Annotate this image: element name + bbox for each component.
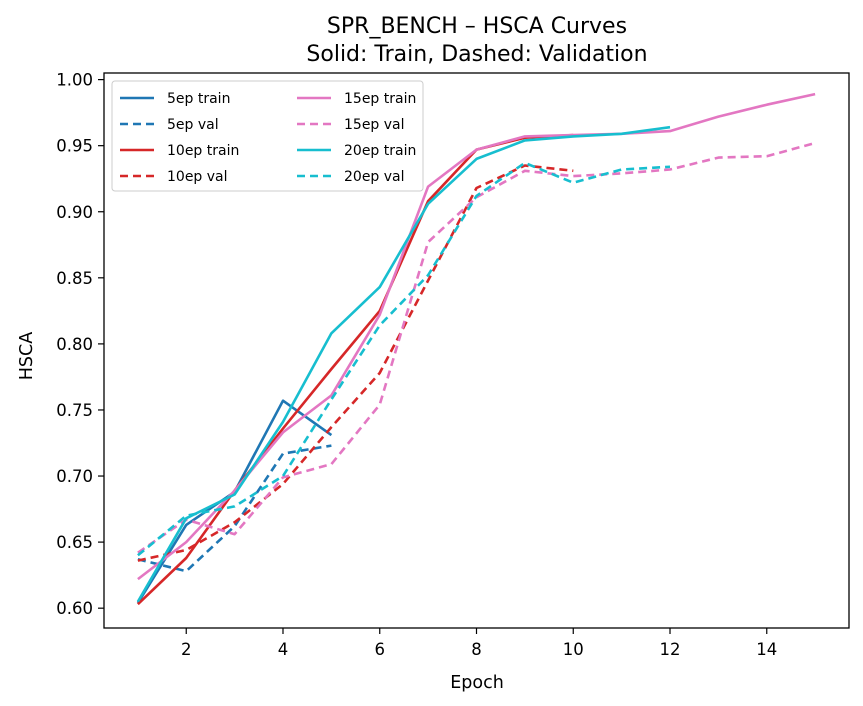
y-tick-label: 0.75 (56, 401, 93, 420)
series-line-3 (137, 164, 574, 562)
y-tick-label: 0.85 (56, 269, 93, 288)
x-tick-label: 8 (471, 640, 482, 659)
legend-frame (111, 80, 424, 192)
legend-entry-label: 15ep val (344, 117, 405, 133)
legend: 5ep train 5ep val 10ep train 10ep val 15ep t… (111, 80, 424, 192)
legend-entry-label: 15ep train (344, 91, 416, 107)
series-line-7 (137, 161, 671, 557)
x-tick-label: 6 (374, 640, 385, 659)
x-axis-label: Epoch (450, 673, 504, 693)
plot-area: 2 4 6 8 10 12 14 0.60 0.65 0.70 0.75 0.80 0.85 0.90 0.… (56, 71, 850, 659)
series-line-1 (137, 444, 332, 573)
x-tick-label: 12 (660, 640, 681, 659)
x-tick-label: 4 (278, 640, 289, 659)
series-line-6 (136, 125, 671, 603)
chart-title: SPR_BENCH – HSCA Curves (327, 14, 627, 39)
y-tick-label: 0.65 (56, 533, 93, 552)
legend-entry-label: 20ep val (344, 169, 405, 185)
x-tick-label: 2 (181, 640, 192, 659)
y-tick-label: 0.95 (56, 137, 93, 156)
y-tick-label: 0.80 (56, 335, 93, 354)
legend-entry-label: 20ep train (344, 143, 416, 159)
y-axis-label: HSCA (17, 332, 37, 380)
x-tick-label: 14 (756, 640, 777, 659)
chart-subtitle: Solid: Train, Dashed: Validation (306, 42, 647, 67)
y-tick-label: 1.00 (56, 71, 93, 90)
legend-entry-label: 10ep val (167, 169, 228, 185)
x-tick-label: 10 (563, 640, 584, 659)
legend-entry-label: 10ep train (167, 143, 239, 159)
legend-entry-label: 5ep train (167, 91, 230, 107)
y-tick-label: 0.60 (56, 599, 93, 618)
y-tick-label: 0.70 (56, 467, 93, 486)
y-tick-label: 0.90 (56, 203, 93, 222)
legend-entry-label: 5ep val (167, 117, 219, 133)
